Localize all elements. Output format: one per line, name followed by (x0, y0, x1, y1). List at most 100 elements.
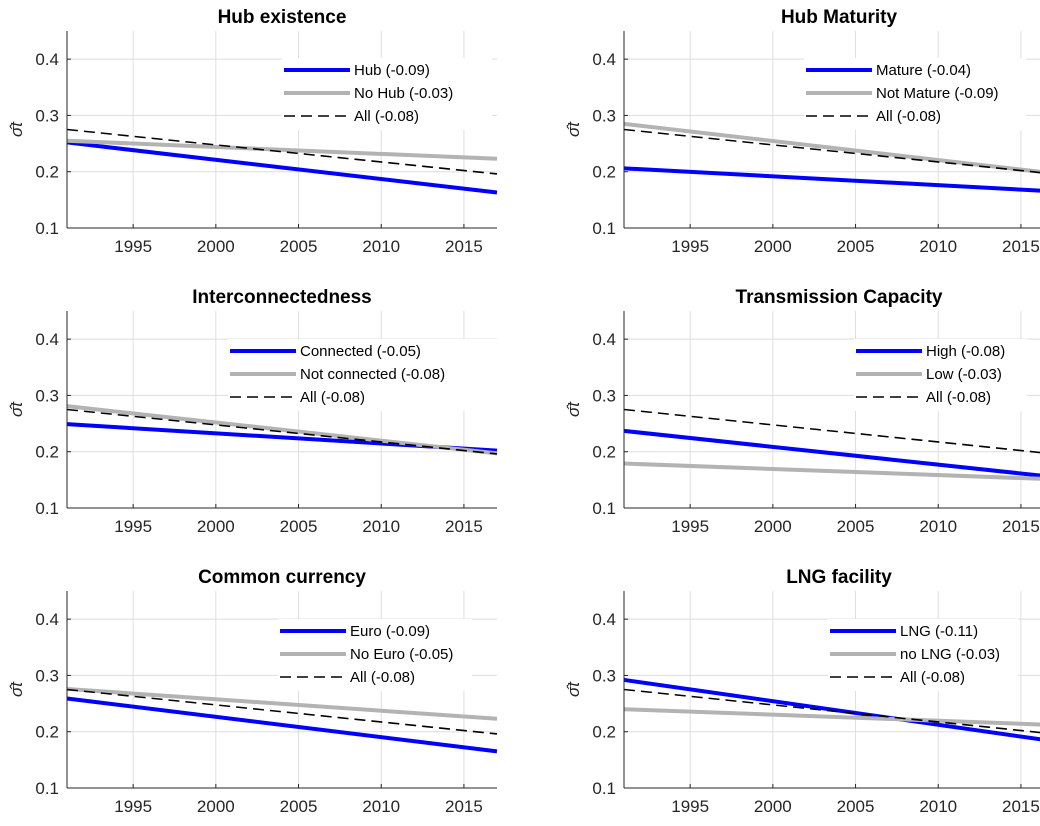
chart-title: Hub existence (218, 7, 347, 28)
x-tick-label: 2010 (919, 797, 957, 816)
y-tick-label: 0.2 (35, 443, 59, 462)
x-tick-label: 2015 (445, 237, 483, 256)
series-line-2 (623, 461, 1040, 481)
y-axis-label: σ̂t (564, 401, 583, 417)
series-line-3 (66, 128, 498, 175)
legend: Connected (-0.05) Not connected (-0.08) Al… (228, 339, 497, 411)
x-tick-label: 2000 (754, 797, 792, 816)
x-tick-label: 2005 (280, 517, 318, 536)
x-tick-label: 2000 (197, 237, 235, 256)
legend-entry: No Hub (-0.03) (354, 85, 453, 102)
legend-entry: Low (-0.03) (926, 366, 1002, 383)
x-tick-label: 1995 (671, 237, 709, 256)
legend-entry: LNG (-0.11) (900, 623, 978, 640)
y-tick-label: 0.3 (592, 106, 616, 125)
x-tick-label: 1995 (671, 517, 709, 536)
y-axis-label: σ̂t (7, 401, 26, 417)
series-line-2 (66, 138, 498, 161)
x-tick-label: 2010 (362, 797, 400, 816)
x-tick-label: 2010 (362, 517, 400, 536)
y-axis-label: σ̂t (564, 681, 583, 697)
series-line-2 (623, 707, 1040, 727)
y-tick-label: 0.2 (592, 723, 616, 742)
y-tick-label: 0.1 (35, 779, 59, 798)
legend-entry: no LNG (-0.03) (900, 646, 1000, 663)
x-tick-label: 2005 (280, 797, 318, 816)
y-tick-label: 0.4 (35, 330, 59, 349)
x-tick-label: 1995 (671, 797, 709, 816)
x-tick-label: 2015 (1002, 237, 1040, 256)
y-tick-label: 0.3 (592, 666, 616, 685)
series-line-3 (623, 128, 1040, 174)
y-axis-label: σ̂t (7, 681, 26, 697)
chart-panel-2: 1995 2000 2005 2010 2015 0.1 0.2 0.3 0.4 Hub Matu… (564, 7, 1040, 256)
y-tick-label: 0.3 (35, 106, 59, 125)
x-tick-label: 2000 (754, 237, 792, 256)
legend-entry: Euro (-0.09) (350, 623, 430, 640)
chart-title: LNG facility (786, 567, 892, 588)
legend: High (-0.08) Low (-0.03) All (-0.08) (854, 339, 1027, 411)
series-line-3 (623, 688, 1040, 734)
series-line-1 (66, 140, 498, 195)
y-tick-label: 0.3 (35, 666, 59, 685)
y-tick-label: 0.1 (35, 219, 59, 238)
chart-title: Transmission Capacity (736, 287, 943, 308)
x-tick-label: 2000 (197, 517, 235, 536)
series-line-1 (66, 696, 498, 754)
y-tick-label: 0.2 (35, 163, 59, 182)
chart-panel-1: 1995 2000 2005 2010 2015 0.1 0.2 0.3 0.4 Hub exis… (7, 7, 498, 256)
x-tick-label: 2015 (445, 797, 483, 816)
series-line-3 (66, 408, 498, 455)
x-tick-label: 2005 (837, 237, 875, 256)
x-tick-label: 1995 (114, 237, 152, 256)
legend: Euro (-0.09) No Euro (-0.05) All (-0.08) (278, 619, 472, 691)
x-tick-label: 1995 (114, 517, 152, 536)
legend-entry: High (-0.08) (926, 343, 1005, 360)
legend: Mature (-0.04) Not Mature (-0.09) All (-0.… (804, 58, 1026, 130)
legend-entry: All (-0.08) (354, 108, 419, 125)
series-line-1 (623, 166, 1040, 193)
chart-title: Interconnectedness (192, 287, 372, 308)
legend-entry: Not connected (-0.08) (300, 366, 445, 383)
y-tick-label: 0.2 (592, 163, 616, 182)
legend-entry: Hub (-0.09) (354, 62, 430, 79)
x-tick-label: 2000 (197, 797, 235, 816)
x-tick-label: 1995 (114, 797, 152, 816)
y-axis-label: σ̂t (564, 121, 583, 137)
legend-entry: All (-0.08) (876, 108, 941, 125)
y-tick-label: 0.4 (35, 50, 59, 69)
y-tick-label: 0.4 (592, 50, 616, 69)
chart-title: Common currency (198, 567, 366, 588)
y-tick-label: 0.4 (592, 610, 616, 629)
series-line-1 (623, 677, 1040, 742)
y-tick-label: 0.4 (592, 330, 616, 349)
y-tick-label: 0.2 (35, 723, 59, 742)
legend-entry: All (-0.08) (300, 389, 365, 406)
x-tick-label: 2015 (1002, 517, 1040, 536)
y-tick-label: 0.2 (592, 443, 616, 462)
x-tick-label: 2015 (1002, 797, 1040, 816)
chart-title: Hub Maturity (781, 7, 898, 28)
legend-entry: Mature (-0.04) (876, 62, 971, 79)
y-tick-label: 0.3 (592, 386, 616, 405)
y-tick-label: 0.1 (592, 779, 616, 798)
series-line-2 (623, 121, 1040, 174)
series-line-3 (66, 688, 498, 735)
x-tick-label: 2010 (919, 237, 957, 256)
series-line-2 (66, 404, 498, 456)
y-tick-label: 0.1 (592, 219, 616, 238)
y-tick-label: 0.3 (35, 386, 59, 405)
legend-entry: All (-0.08) (926, 389, 991, 406)
x-tick-label: 2010 (919, 517, 957, 536)
y-tick-label: 0.4 (35, 610, 59, 629)
chart-panel-5: 1995 2000 2005 2010 2015 0.1 0.2 0.3 0.4 Common c… (7, 567, 498, 816)
x-tick-label: 2010 (362, 237, 400, 256)
x-tick-label: 2005 (837, 797, 875, 816)
y-axis-label: σ̂t (7, 121, 26, 137)
legend: LNG (-0.11) no LNG (-0.03) All (-0.08) (828, 619, 1018, 691)
legend-entry: All (-0.08) (350, 669, 415, 686)
legend-entry: No Euro (-0.05) (350, 646, 453, 663)
legend-entry: All (-0.08) (900, 669, 965, 686)
series-line-1 (623, 428, 1040, 478)
